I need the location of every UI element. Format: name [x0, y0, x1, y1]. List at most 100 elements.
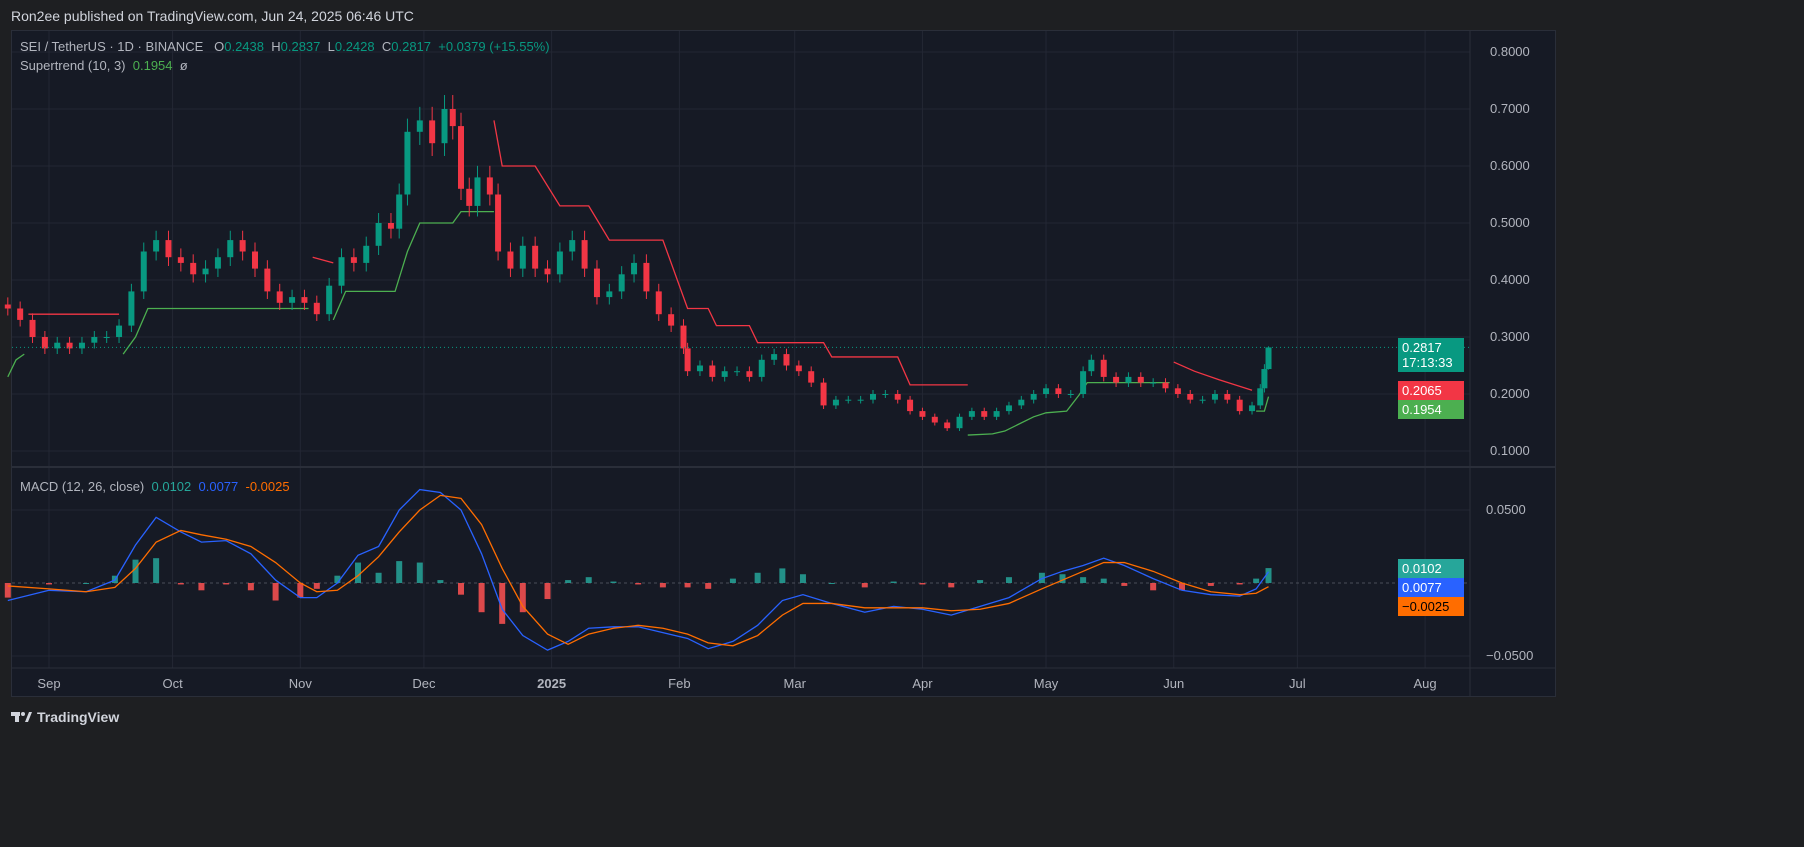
candle-body	[1043, 388, 1050, 394]
candle-body	[618, 274, 625, 292]
candle-body	[1067, 394, 1074, 395]
macd-line	[7, 488, 1270, 651]
macd-legend[interactable]: MACD (12, 26, close) 0.0102 0.0077 -0.00…	[20, 479, 290, 494]
candle-body	[1261, 369, 1268, 389]
candle-body	[350, 257, 357, 263]
candle-body	[458, 126, 464, 189]
candle-body	[404, 131, 411, 195]
candle-body	[894, 394, 901, 400]
candle-body	[66, 342, 73, 349]
macd-histogram-bar	[334, 575, 341, 583]
supertrend-legend[interactable]: Supertrend (10, 3) 0.1954 ø	[20, 58, 188, 73]
price-tick-label: 0.8000	[1490, 44, 1530, 59]
close-value: 0.2817	[391, 39, 432, 54]
candle-body	[4, 304, 11, 309]
candle-body	[1211, 394, 1218, 400]
close-label: C	[381, 39, 392, 54]
candle-body	[1005, 405, 1012, 412]
candle-body	[857, 399, 864, 401]
macd-histogram-bar	[565, 580, 572, 583]
macd-histogram-bar	[659, 583, 666, 588]
footer-brand[interactable]: TradingView	[11, 709, 119, 725]
supertrend-extra: ø	[179, 58, 188, 73]
symbol-legend: SEI / TetherUS · 1D · BINANCE O0.2438 H0…	[20, 39, 550, 54]
macd-histogram-bar	[499, 583, 506, 624]
candle-body	[54, 342, 61, 349]
macd-histogram-bar	[1059, 574, 1066, 583]
candle-body	[202, 268, 209, 275]
symbol-name[interactable]: SEI / TetherUS · 1D · BINANCE	[20, 39, 204, 54]
candle-body	[668, 314, 675, 326]
candle-body	[1088, 359, 1095, 372]
time-tick-label: Dec	[412, 676, 436, 691]
macd-histogram-bar	[46, 583, 52, 585]
macd-histogram-bar	[198, 583, 205, 591]
candle-body	[486, 177, 493, 195]
candle-body	[606, 291, 613, 298]
candle-body	[1100, 359, 1107, 377]
candle-body	[326, 285, 333, 315]
candle-body	[1137, 376, 1144, 383]
time-tick-label: Jul	[1289, 676, 1306, 691]
candle-body	[870, 394, 876, 400]
candle-body	[276, 291, 283, 303]
supertrend-down-tag: 0.2065	[1398, 381, 1464, 400]
candle-body	[1199, 399, 1206, 401]
time-tick-label: Mar	[784, 676, 807, 691]
candle-body	[684, 348, 691, 372]
published-caption: Ron2ee published on TradingView.com, Jun…	[11, 8, 414, 24]
macd-histogram-bar	[1236, 583, 1243, 585]
supertrend-up-line	[122, 307, 309, 355]
price-tick-label: 0.3000	[1490, 329, 1530, 344]
candle-body	[734, 371, 741, 373]
macd-label: MACD (12, 26, close)	[20, 479, 145, 494]
macd-histogram-bar	[1179, 583, 1185, 591]
macd-hist-tag: 0.0102	[1398, 559, 1464, 578]
candle-body	[387, 223, 394, 229]
candle-body	[655, 291, 662, 315]
candle-body	[103, 337, 110, 338]
supertrend-up-line	[967, 381, 1170, 436]
candle-body	[680, 325, 687, 349]
candle-body	[882, 394, 889, 395]
macd-histogram-bar	[684, 583, 691, 588]
price-tick-label: 0.5000	[1490, 215, 1530, 230]
candle-body	[631, 262, 638, 275]
macd-histogram-bar	[478, 583, 485, 613]
candle-body	[495, 194, 502, 252]
candle-body	[643, 262, 650, 292]
candle-body	[140, 251, 147, 292]
macd-histogram-bar	[1253, 578, 1260, 583]
macd-histogram-bar	[1121, 583, 1128, 586]
candle-body	[1257, 388, 1264, 406]
macd-histogram-bar	[799, 574, 806, 583]
candle-body	[746, 371, 753, 377]
supertrend-label: Supertrend (10, 3)	[20, 58, 126, 73]
open-value: 0.2438	[224, 39, 264, 54]
candle-body	[968, 411, 975, 417]
signal-line	[7, 494, 1269, 647]
price-tick-label: 0.1000	[1490, 443, 1530, 458]
candle-body	[1113, 376, 1120, 383]
price-tick-label: 0.6000	[1490, 158, 1530, 173]
candle-body	[29, 319, 36, 337]
low-label: L	[327, 39, 335, 54]
macd-histogram-bar	[729, 578, 736, 583]
candle-body	[544, 268, 551, 275]
supertrend-value: 0.1954	[132, 58, 173, 73]
supertrend-up-line	[332, 210, 494, 321]
candle-body	[758, 359, 765, 377]
candle-body	[416, 120, 423, 132]
macd-histogram-bar	[1207, 583, 1214, 586]
candle-body	[429, 120, 436, 144]
candle-body	[832, 399, 839, 406]
macd-histogram-bar	[779, 568, 786, 583]
macd-histogram-bar	[437, 580, 444, 583]
high-label: H	[271, 39, 281, 54]
supertrend-up-line	[7, 353, 25, 378]
candle-body	[1080, 371, 1087, 394]
time-tick-label: Feb	[668, 676, 690, 691]
candle-body	[466, 188, 473, 206]
candle-body	[1249, 405, 1256, 412]
